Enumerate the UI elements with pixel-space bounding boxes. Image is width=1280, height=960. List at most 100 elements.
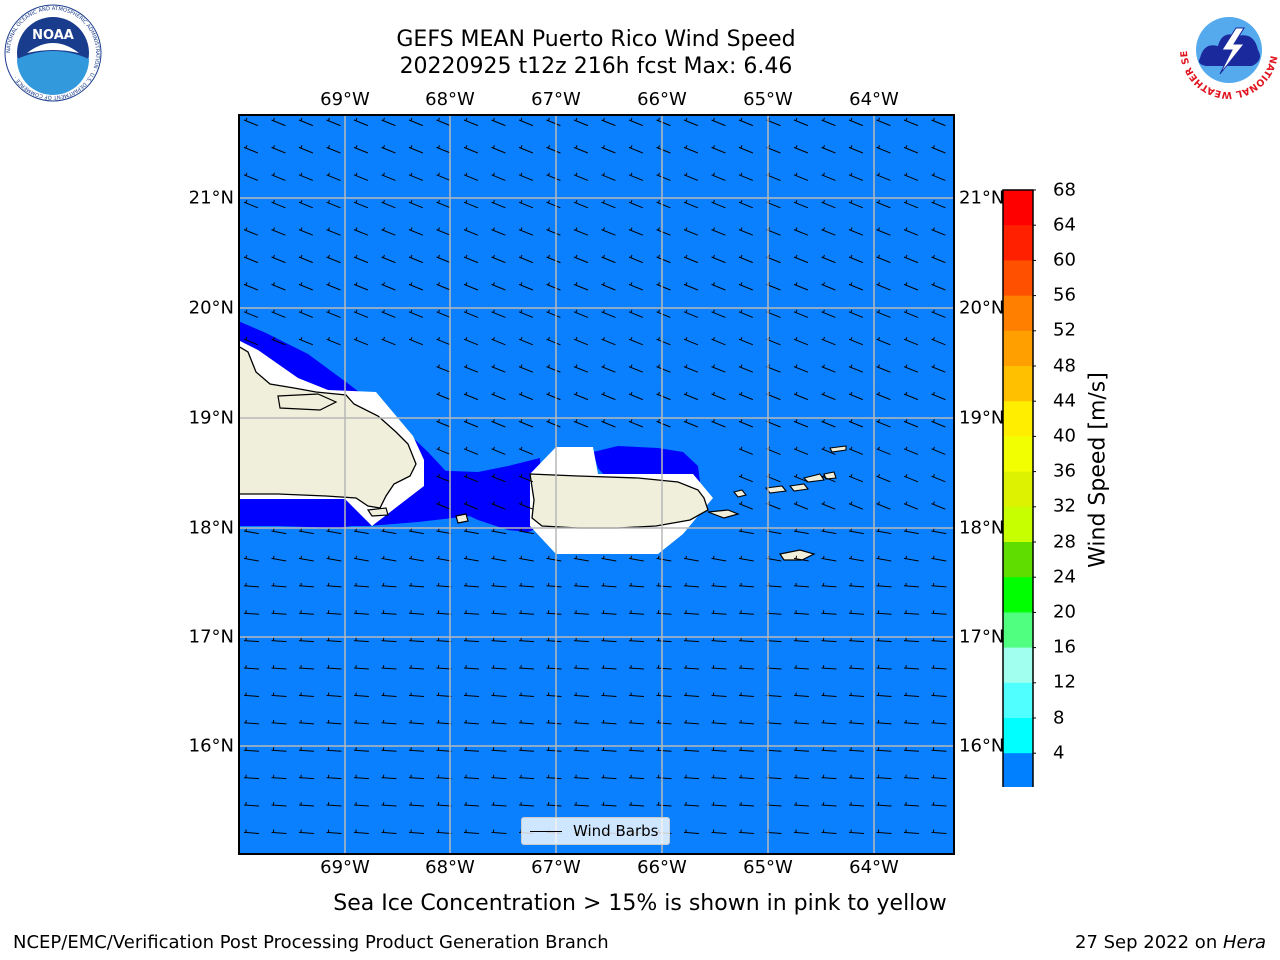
wind-barb [408, 336, 424, 346]
land-saona [366, 507, 389, 517]
wind-barb [821, 364, 836, 373]
map-frame [238, 114, 955, 855]
colorbar-tick: 40 [1053, 425, 1076, 447]
calm-zone-north-pr [593, 446, 700, 482]
wind-barb [931, 145, 946, 154]
wind-barb [821, 419, 836, 428]
wind-barb [491, 172, 506, 181]
wind-barb [463, 665, 479, 670]
wind-barb [271, 692, 287, 697]
wind-barb [683, 719, 699, 725]
wind-barb [408, 774, 424, 780]
wind-barb [656, 254, 671, 264]
wind-barb [271, 199, 286, 209]
wind-barb [353, 309, 369, 318]
colorbar-segment [1003, 225, 1033, 261]
wind-barb [436, 364, 451, 373]
wind-barb [628, 582, 644, 588]
wind-barb [436, 829, 452, 834]
wind-barb [931, 501, 946, 510]
lat-label: 21°N [959, 187, 1005, 209]
wind-barb [821, 309, 836, 318]
wind-barb [931, 473, 946, 483]
wind-barb [656, 227, 671, 236]
wind-barb [931, 582, 947, 588]
wind-barb [793, 364, 809, 373]
colorbar-segment [1003, 190, 1033, 226]
wind-barb [326, 336, 341, 346]
wind-barb [931, 692, 947, 697]
wind-barb [298, 637, 314, 643]
wind-barb [463, 719, 479, 725]
wind-barb [381, 665, 397, 670]
wind-barb [436, 199, 451, 209]
wind-barb [518, 501, 534, 510]
wind-barb [903, 582, 919, 588]
wind-barb [326, 309, 341, 318]
wind-barb [518, 364, 534, 373]
lon-label: 65°W [743, 857, 793, 878]
wind-barb [518, 446, 534, 455]
wind-barb [711, 802, 727, 807]
lon-label: 66°W [637, 857, 687, 878]
wind-barb [381, 555, 397, 562]
wind-barb [518, 582, 534, 588]
wind-barb [408, 610, 424, 615]
wind-barb [876, 802, 892, 807]
lon-label: 67°W [531, 89, 581, 110]
wind-barb [601, 282, 616, 291]
wind-barb [931, 309, 946, 318]
wind-barb [381, 774, 397, 780]
wind-barb [683, 309, 699, 318]
wind-barb [793, 747, 809, 752]
wind-barb [738, 227, 754, 236]
wind-barb [408, 282, 424, 291]
wind-barb [931, 446, 946, 455]
wind-barb [683, 610, 699, 615]
wind-barb [381, 254, 396, 264]
wind-barb [243, 802, 259, 807]
colorbar-segment [1003, 612, 1033, 649]
wind-barb [491, 364, 506, 373]
lat-label: 20°N [959, 297, 1005, 319]
land-tortola [802, 473, 825, 483]
wind-barb [931, 719, 947, 725]
wind-barb [436, 555, 452, 562]
wind-barb [491, 719, 507, 725]
wind-barb [436, 802, 452, 807]
wind-barb [573, 582, 589, 588]
wind-barb [573, 282, 589, 291]
wind-barb [546, 555, 562, 562]
wind-barb [353, 610, 369, 615]
wind-barb [381, 117, 396, 127]
wind-barb [491, 145, 506, 154]
wind-barb [738, 364, 754, 373]
lon-label: 68°W [425, 89, 475, 110]
wind-barb [931, 802, 947, 807]
wind-barb [518, 473, 534, 483]
wind-barb [518, 802, 534, 807]
wind-barb [298, 802, 314, 807]
wind-barb [793, 172, 809, 181]
wind-barb [353, 665, 369, 670]
wind-barb [793, 117, 809, 127]
wind-barb [793, 692, 809, 697]
wind-barb [683, 227, 699, 236]
wind-barb [711, 829, 727, 834]
wind-barb [573, 309, 589, 318]
wind-barb [903, 145, 919, 154]
wind-barb [491, 473, 506, 483]
wind-barb [848, 692, 864, 697]
wind-barb [738, 692, 754, 697]
wind-barb [271, 528, 287, 535]
credit-branch: NCEP/EMC/Verification Post Processing Pr… [13, 932, 609, 953]
lat-label: 16°N [959, 735, 1005, 757]
wind-barb [546, 747, 562, 752]
wind-barb [793, 282, 809, 291]
lon-label: 64°W [849, 89, 899, 110]
wind-barb [793, 336, 809, 346]
wind-barb [903, 473, 919, 483]
wind-barb [876, 665, 892, 670]
wind-barb [243, 254, 259, 264]
colorbar-segment [1003, 401, 1033, 437]
